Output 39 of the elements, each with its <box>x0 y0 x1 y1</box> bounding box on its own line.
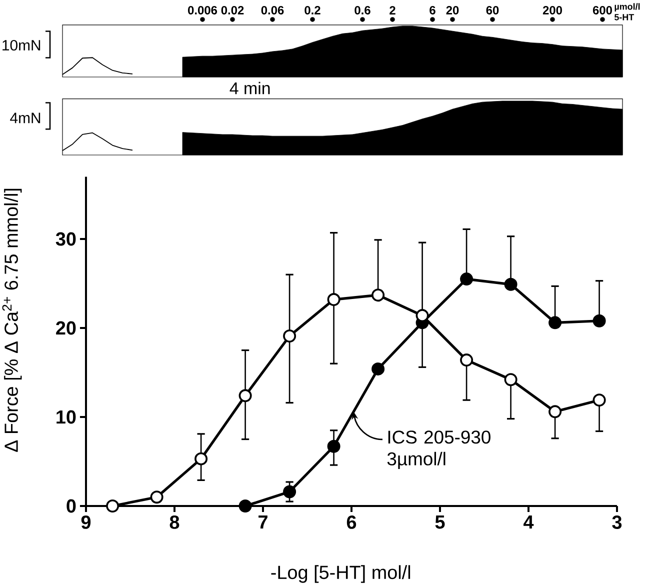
x-tick-label: 200 <box>542 6 562 14</box>
y-axis-title: 4mN <box>10 112 40 124</box>
x-tick-label: 0.006 <box>188 6 218 14</box>
point <box>592 314 606 328</box>
x-tick-label: 9 <box>81 516 91 529</box>
x-tick-label: 3 <box>612 516 622 529</box>
y-tick-label: 20 <box>56 321 76 335</box>
x-tick-label: 5 <box>435 516 445 529</box>
x-tick-label: 20 <box>446 6 459 14</box>
point <box>150 490 164 504</box>
y-tick-label: 30 <box>56 232 76 246</box>
x-axis-title: -Log [5-HT] mol/l <box>271 565 410 583</box>
x-tick-label: 0.06 <box>261 6 284 14</box>
point <box>327 440 340 453</box>
x-tick-label: 600 <box>592 6 612 14</box>
y-tick-label: 0 <box>66 499 76 513</box>
text: 4 min <box>230 82 270 94</box>
text: ICS 205-930 3µmol/l <box>387 430 490 470</box>
x-tick-label: 6 <box>430 6 436 14</box>
x-tick-label: 4 <box>524 516 534 529</box>
x-tick-label: 2 <box>390 6 396 14</box>
point <box>106 500 120 512</box>
point <box>548 316 562 330</box>
point <box>460 272 474 286</box>
point <box>504 278 518 291</box>
point <box>372 362 385 376</box>
point <box>238 500 252 512</box>
y-axis-title: Δ Force [% Δ Ca$^{2+}$ 6.75 mmol/l] <box>2 188 22 452</box>
x-tick-label: 0.02 <box>221 6 244 14</box>
x-tick-label: 0.6 <box>354 6 370 14</box>
y-axis-title: 10mN <box>2 40 40 51</box>
x-axis-title: µmol/l 5-HT <box>614 3 640 20</box>
x-tick-label: 8 <box>170 516 180 529</box>
y-tick-label: 10 <box>56 410 76 424</box>
x-tick-label: 0.2 <box>304 6 320 14</box>
x-tick-label: 7 <box>258 516 268 529</box>
point <box>283 485 296 498</box>
x-tick-label: 60 <box>486 6 499 14</box>
x-tick-label: 6 <box>346 516 356 529</box>
